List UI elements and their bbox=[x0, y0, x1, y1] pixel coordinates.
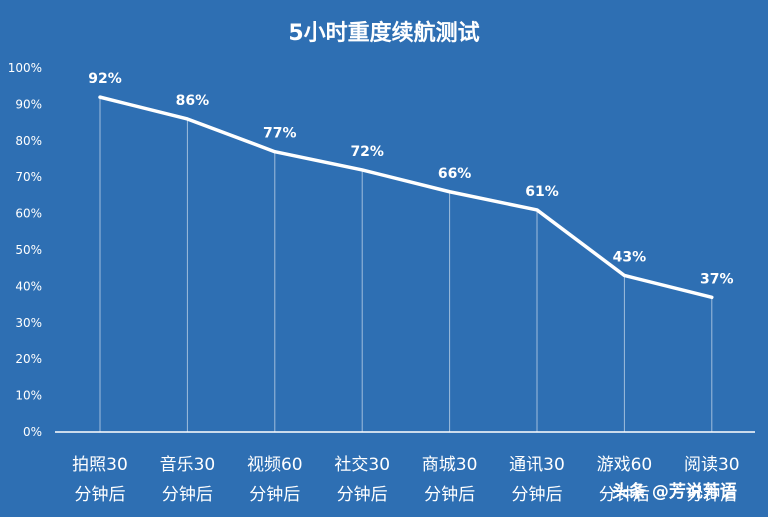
data-labels: 92% 86% 77% 72% 66% 61% 43% 37% bbox=[88, 71, 733, 287]
data-label: 86% bbox=[176, 93, 210, 109]
x-tick-label: 商城30 bbox=[422, 455, 478, 475]
series-line bbox=[98, 95, 714, 300]
data-label: 77% bbox=[263, 126, 297, 142]
y-tick-label: 0% bbox=[23, 425, 42, 439]
x-tick-label: 分钟后 bbox=[75, 485, 126, 505]
x-tick-label: 社交30 bbox=[334, 455, 390, 475]
x-tick-label: 拍照30 bbox=[72, 455, 128, 475]
x-tick-label: 分钟后 bbox=[599, 485, 650, 505]
data-label: 72% bbox=[350, 144, 384, 160]
y-axis-ticks: 0% 10% 20% 30% 40% 50% 60% 70% 80% 90% 100% bbox=[8, 61, 42, 439]
y-tick-label: 10% bbox=[15, 389, 42, 403]
y-tick-label: 60% bbox=[15, 207, 42, 221]
y-tick-label: 90% bbox=[15, 97, 42, 111]
data-label: 43% bbox=[613, 249, 647, 265]
x-tick-label: 视频60 bbox=[247, 455, 303, 475]
y-tick-label: 20% bbox=[15, 352, 42, 366]
x-tick-label: 分钟后 bbox=[249, 485, 300, 505]
y-tick-label: 70% bbox=[15, 170, 42, 184]
x-tick-label: 游戏60 bbox=[597, 455, 653, 475]
y-tick-label: 50% bbox=[15, 243, 42, 257]
x-tick-label: 分钟后 bbox=[337, 485, 388, 505]
data-label: 92% bbox=[88, 71, 122, 87]
x-tick-label: 音乐30 bbox=[160, 455, 216, 475]
data-label: 61% bbox=[525, 184, 559, 200]
watermark: 头条 @芳说芳语 bbox=[612, 481, 737, 502]
y-tick-label: 30% bbox=[15, 316, 42, 330]
chart-title: 5小时重度续航测试 bbox=[288, 20, 479, 46]
x-tick-label: 分钟后 bbox=[162, 485, 213, 505]
x-tick-label: 通讯30 bbox=[509, 455, 565, 475]
drop-lines bbox=[99, 97, 713, 432]
data-label: 66% bbox=[438, 166, 472, 182]
x-tick-label: 分钟后 bbox=[424, 485, 475, 505]
x-tick-label: 分钟后 bbox=[512, 485, 563, 505]
x-axis-ticks: 拍照30 分钟后 音乐30 分钟后 视频60 分钟后 社交30 分钟后 商城30 分钟后 通讯30 分… bbox=[72, 455, 739, 505]
x-tick-label: 阅读30 bbox=[684, 455, 740, 475]
y-tick-label: 80% bbox=[15, 134, 42, 148]
data-label: 37% bbox=[700, 271, 734, 287]
y-tick-label: 100% bbox=[8, 61, 42, 75]
y-tick-label: 40% bbox=[15, 279, 42, 293]
x-tick-label: 分钟后 bbox=[686, 485, 737, 505]
